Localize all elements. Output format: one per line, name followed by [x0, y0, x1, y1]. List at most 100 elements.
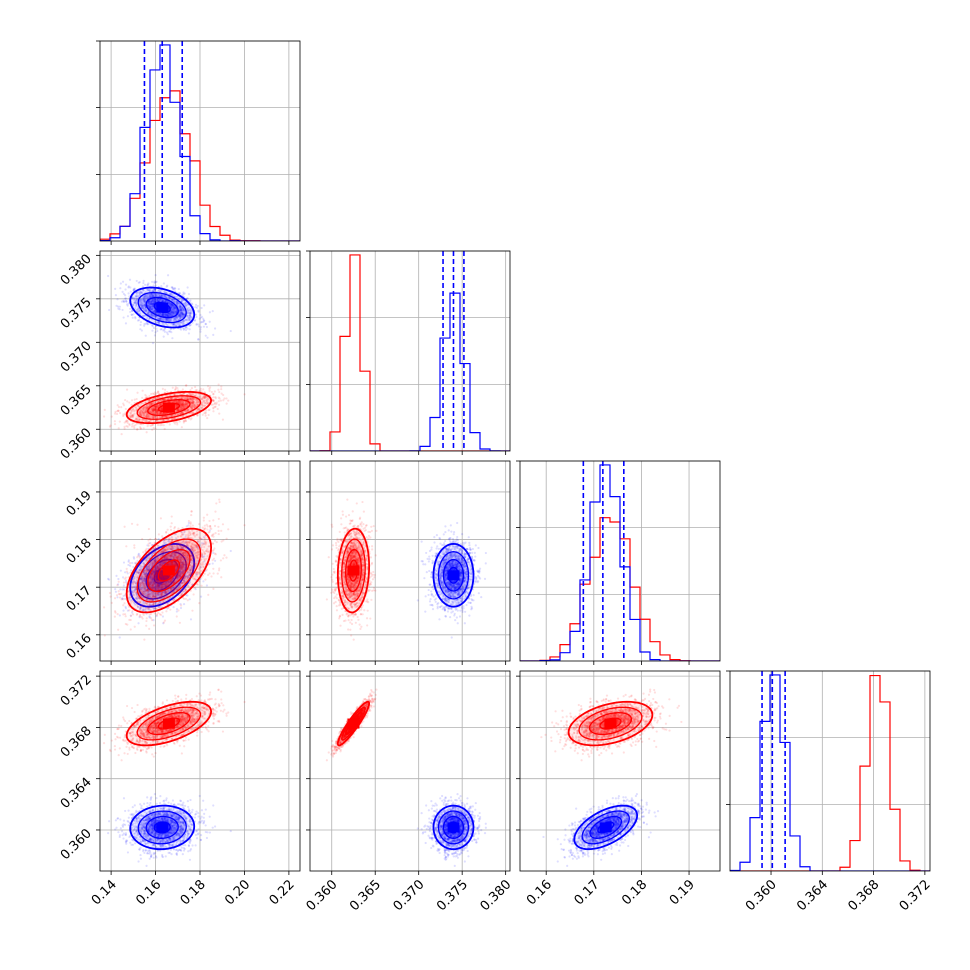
- scatter-point: [167, 307, 170, 311]
- scatter-point: [156, 412, 159, 415]
- scatter-point: [203, 404, 207, 407]
- scatter-point: [151, 298, 154, 301]
- scatter-point: [186, 314, 189, 318]
- scatter-point: [144, 400, 147, 404]
- scatter-point: [170, 308, 174, 312]
- scatter-point: [148, 294, 151, 297]
- scatter-point: [156, 297, 160, 301]
- scatter-point: [139, 427, 143, 430]
- scatter-point: [147, 301, 150, 304]
- scatter-point: [144, 297, 147, 300]
- scatter-point: [183, 310, 186, 313]
- scatter-point: [191, 399, 194, 402]
- scatter-point: [142, 296, 145, 299]
- scatter-point: [175, 301, 178, 304]
- scatter-point: [197, 338, 200, 341]
- scatter-point: [150, 402, 153, 405]
- scatter-point: [140, 300, 143, 303]
- scatter-point: [182, 314, 186, 317]
- scatter-point: [174, 287, 177, 290]
- scatter-point: [200, 398, 203, 401]
- scatter-point: [107, 577, 110, 581]
- scatter-point: [174, 400, 177, 403]
- scatter-point: [202, 405, 205, 408]
- y-tick-label: 0.365: [58, 382, 95, 419]
- scatter-point: [212, 392, 215, 395]
- scatter-point: [166, 313, 169, 316]
- scatter-point: [165, 317, 168, 320]
- scatter-point: [134, 301, 138, 304]
- scatter-point: [145, 431, 148, 434]
- scatter-point: [150, 303, 153, 306]
- scatter-point: [148, 615, 151, 618]
- scatter-point: [160, 294, 163, 298]
- scatter-point: [170, 400, 173, 403]
- scatter-point: [207, 402, 210, 405]
- scatter-point: [132, 556, 135, 559]
- scatter-point: [192, 401, 195, 404]
- scatter-point: [102, 415, 106, 418]
- scatter-point: [153, 412, 156, 415]
- scatter-point: [151, 342, 155, 345]
- scatter-point: [131, 297, 134, 300]
- scatter-point: [170, 418, 173, 421]
- scatter-point: [131, 414, 135, 417]
- scatter-point: [151, 325, 154, 328]
- scatter-point: [155, 406, 158, 409]
- scatter-point: [146, 405, 149, 408]
- scatter-point: [154, 405, 158, 408]
- scatter-point: [149, 303, 152, 306]
- scatter-point: [147, 405, 150, 409]
- scatter-point: [217, 403, 221, 406]
- scatter-point: [154, 408, 157, 411]
- scatter-point: [131, 561, 134, 565]
- scatter-point: [163, 300, 166, 304]
- scatter-point: [148, 288, 152, 292]
- scatter-point: [173, 324, 176, 327]
- scatter-point: [150, 392, 153, 396]
- scatter-point: [174, 397, 178, 400]
- scatter-point: [165, 415, 168, 418]
- scatter-point: [184, 302, 187, 305]
- scatter-point: [158, 316, 161, 319]
- scatter-point: [142, 410, 145, 413]
- scatter-point: [152, 408, 155, 411]
- scatter-point: [152, 406, 155, 409]
- scatter-point: [138, 303, 142, 306]
- scatter-point: [138, 418, 142, 421]
- scatter-point: [182, 307, 185, 311]
- scatter-point: [212, 407, 215, 410]
- scatter-point: [184, 304, 187, 307]
- scatter-point: [180, 406, 183, 409]
- scatter-point: [180, 403, 183, 406]
- scatter-point: [141, 411, 145, 415]
- scatter-point: [144, 308, 147, 311]
- scatter-point: [149, 302, 153, 305]
- scatter-point: [137, 295, 140, 298]
- scatter-point: [178, 315, 181, 318]
- scatter-point: [186, 297, 189, 300]
- scatter-point: [150, 298, 154, 301]
- scatter-point: [190, 402, 193, 405]
- scatter-point: [151, 409, 155, 412]
- scatter-point: [217, 388, 220, 391]
- scatter-point: [175, 301, 179, 304]
- scatter-point: [179, 309, 183, 312]
- scatter-point: [200, 306, 203, 310]
- scatter-point: [184, 403, 188, 406]
- scatter-point: [142, 279, 145, 282]
- scatter-point: [163, 291, 167, 294]
- scatter-point: [151, 402, 154, 405]
- scatter-point: [156, 329, 159, 333]
- scatter-point: [190, 393, 193, 396]
- scatter-point: [210, 390, 213, 394]
- scatter-point: [187, 407, 190, 410]
- scatter-point: [123, 421, 126, 424]
- scatter-point: [203, 394, 206, 398]
- scatter-point: [144, 308, 148, 311]
- scatter-point: [133, 301, 136, 305]
- scatter-point: [157, 289, 161, 292]
- scatter-point: [204, 322, 207, 325]
- scatter-point: [156, 299, 159, 302]
- scatter-point: [165, 317, 168, 320]
